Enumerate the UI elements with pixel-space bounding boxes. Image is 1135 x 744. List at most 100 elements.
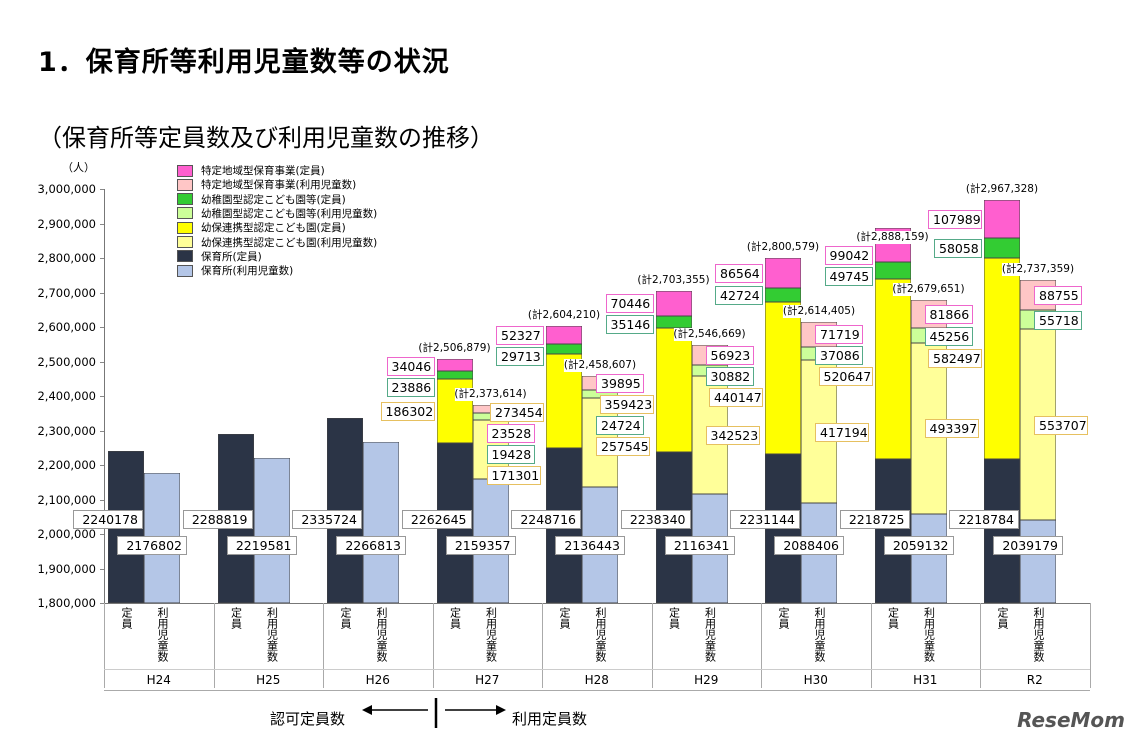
x-bar-label: 利用児童数 bbox=[813, 607, 826, 662]
data-label-capacity: 520647 bbox=[818, 367, 873, 387]
page-title: 1．保育所等利用児童数等の状況 bbox=[38, 47, 450, 78]
legend-swatch bbox=[177, 193, 193, 206]
x-category-label: H26 bbox=[365, 673, 390, 687]
x-category-label: R2 bbox=[1026, 673, 1043, 687]
data-label-usage: 493397 bbox=[924, 419, 979, 439]
legend-label: 幼稚園型認定こども園等(利用児童数) bbox=[201, 207, 378, 220]
category-divider bbox=[104, 603, 105, 688]
category-divider bbox=[213, 603, 215, 688]
data-label-capacity: 23886 bbox=[386, 378, 435, 398]
total-label: (計2,800,579) bbox=[746, 240, 820, 254]
bar-capacity-segment bbox=[874, 261, 911, 279]
data-label-usage: 2219581 bbox=[226, 536, 297, 555]
x-category-label: H30 bbox=[803, 673, 828, 687]
y-tick-mark bbox=[100, 292, 104, 294]
bar-capacity-segment bbox=[546, 325, 582, 344]
bar-capacity-segment bbox=[874, 278, 911, 459]
data-label-capacity: 2288819 bbox=[182, 510, 253, 529]
data-label-capacity: 42724 bbox=[715, 286, 763, 306]
x-bar-label: 利用児童数 bbox=[265, 607, 279, 662]
y-tick-mark bbox=[100, 223, 104, 225]
data-label-usage: 417194 bbox=[815, 422, 869, 442]
bar-capacity-segment bbox=[436, 370, 473, 380]
data-label-usage: 553707 bbox=[1034, 415, 1088, 435]
data-label-capacity: 2218725 bbox=[839, 510, 910, 529]
total-label: (計2,888,159) bbox=[856, 230, 929, 244]
data-label-capacity: 2231144 bbox=[730, 510, 800, 529]
bar-usage-segment bbox=[910, 513, 947, 603]
total-label: (計2,604,210) bbox=[527, 308, 601, 322]
y-tick-label: 3,000,000 bbox=[37, 182, 96, 196]
data-label-capacity: 29713 bbox=[496, 346, 544, 366]
bar-usage-segment bbox=[253, 458, 290, 603]
category-divider bbox=[651, 603, 653, 688]
bar-capacity-segment bbox=[655, 327, 692, 452]
data-label-usage: 71719 bbox=[815, 325, 863, 345]
data-label-usage: 2266813 bbox=[336, 536, 406, 555]
legend-swatch bbox=[177, 178, 193, 191]
data-label-usage: 257545 bbox=[596, 436, 650, 456]
y-tick-label: 2,200,000 bbox=[37, 458, 96, 472]
label-row-divider bbox=[104, 690, 1090, 691]
category-divider bbox=[1090, 603, 1091, 688]
y-tick-mark bbox=[100, 534, 104, 535]
x-bar-label: 利用児童数 bbox=[703, 607, 717, 662]
data-label-usage: 30882 bbox=[705, 367, 754, 387]
data-label-capacity: 49745 bbox=[824, 266, 873, 286]
data-label-capacity: 99042 bbox=[824, 245, 873, 265]
category-divider bbox=[870, 603, 872, 688]
x-category-label: H25 bbox=[256, 673, 281, 687]
data-label-usage: 2088406 bbox=[774, 536, 844, 555]
x-bar-label: 定員 bbox=[558, 607, 571, 629]
bar-capacity-segment bbox=[984, 458, 1020, 603]
data-label-capacity: 70446 bbox=[605, 294, 654, 314]
y-tick-mark bbox=[100, 465, 104, 466]
y-tick-mark bbox=[100, 499, 104, 501]
y-tick-label: 2,100,000 bbox=[37, 492, 96, 507]
legend-item: 保育所(利用児童数) bbox=[177, 264, 293, 277]
x-bar-label: 定員 bbox=[339, 607, 352, 629]
label-row-divider bbox=[104, 669, 1090, 670]
category-divider bbox=[761, 603, 762, 688]
data-label-usage: 342523 bbox=[705, 425, 760, 445]
category-divider bbox=[980, 603, 981, 688]
data-label-usage: 24724 bbox=[596, 415, 644, 435]
data-label-capacity: 2218784 bbox=[949, 510, 1019, 529]
x-bar-label: 利用児童数 bbox=[156, 607, 169, 662]
data-label-usage: 37086 bbox=[815, 346, 863, 366]
x-bar-label: 利用児童数 bbox=[484, 607, 498, 662]
bar-usage-segment bbox=[363, 441, 399, 603]
y-tick-mark bbox=[100, 603, 104, 604]
data-label-usage: 2176802 bbox=[117, 536, 187, 555]
usage-note: 利用定員数 bbox=[512, 710, 588, 728]
data-label-usage: 56923 bbox=[705, 346, 754, 366]
x-category-label: H27 bbox=[475, 673, 500, 687]
data-label-capacity: 2240178 bbox=[73, 510, 143, 529]
total-label: (計2,458,607) bbox=[563, 358, 637, 372]
x-bar-label: 定員 bbox=[229, 607, 243, 629]
data-label-usage: 2116341 bbox=[664, 536, 735, 555]
capacity-note: 認可定員数 bbox=[270, 710, 346, 728]
data-label-capacity: 582497 bbox=[928, 349, 982, 369]
total-label: (計2,546,669) bbox=[673, 328, 746, 342]
legend-item: 特定地域型保育事業(利用児童数) bbox=[177, 178, 356, 191]
y-tick-mark bbox=[100, 189, 104, 190]
x-category-label: H28 bbox=[584, 673, 609, 687]
data-label-capacity: 273454 bbox=[490, 403, 544, 423]
total-label: (計2,703,355) bbox=[637, 274, 710, 288]
total-label: (計2,967,328) bbox=[965, 183, 1039, 197]
x-bar-label: 定員 bbox=[996, 607, 1009, 629]
y-tick-mark bbox=[100, 361, 104, 363]
y-tick-label: 2,300,000 bbox=[37, 423, 96, 438]
bar-capacity-segment bbox=[765, 287, 801, 303]
data-label-capacity: 2262645 bbox=[401, 510, 472, 529]
data-label-usage: 2039179 bbox=[993, 536, 1063, 555]
data-label-capacity: 440147 bbox=[709, 388, 763, 408]
legend-swatch bbox=[177, 264, 193, 277]
data-label-capacity: 2248716 bbox=[511, 510, 581, 529]
bar-capacity-segment bbox=[546, 343, 582, 354]
legend-label: 幼保連携型認定こども園(定員) bbox=[201, 222, 346, 235]
legend-label: 特定地域型保育事業(利用児童数) bbox=[201, 179, 357, 192]
bar-usage-segment bbox=[1020, 520, 1056, 603]
y-tick-label: 1,900,000 bbox=[37, 561, 96, 576]
